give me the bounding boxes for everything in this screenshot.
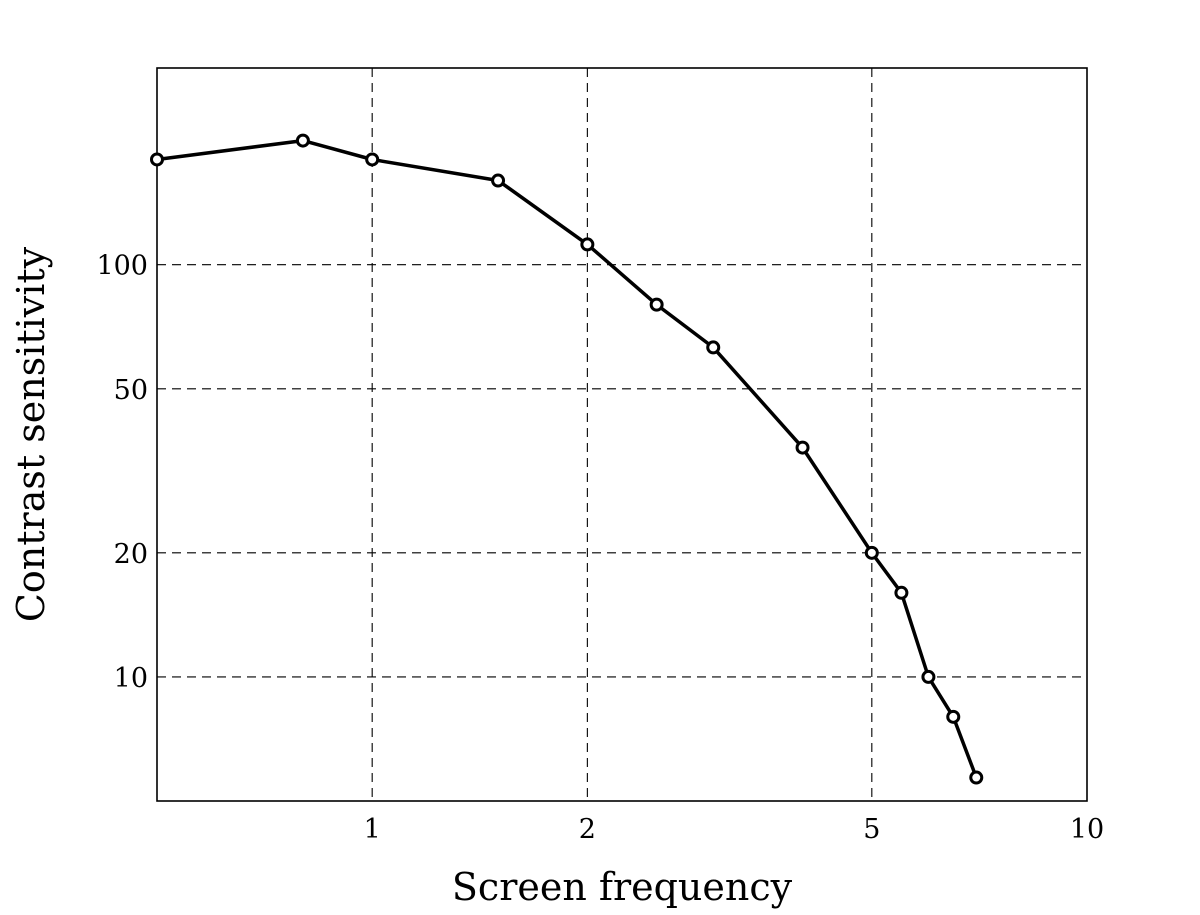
data-point (580, 237, 595, 252)
data-point (969, 770, 984, 785)
y-tick-label: 50 (114, 375, 148, 406)
data-point (491, 173, 506, 188)
data-point (894, 585, 909, 600)
x-tick-label: 2 (579, 814, 596, 845)
x-axis-label: Screen frequency (452, 865, 793, 909)
data-point (795, 440, 810, 455)
data-point (150, 152, 164, 167)
data-point (649, 297, 664, 312)
data-point (946, 709, 961, 724)
series-line (156, 138, 978, 779)
y-tick-label: 10 (114, 663, 148, 694)
plot-frame (156, 67, 1088, 802)
grid-lines (157, 68, 1087, 801)
x-tick-label: 1 (364, 814, 381, 845)
data-point (365, 152, 380, 167)
x-tick-labels: 1 2 5 10 (364, 814, 1105, 845)
x-tick-label: 5 (863, 814, 880, 845)
series-group (150, 133, 984, 785)
data-point (864, 545, 879, 560)
y-axis-label: Contrast sensitivity (9, 246, 53, 622)
y-tick-labels: 10 20 50 100 (96, 251, 148, 694)
data-point (921, 669, 936, 684)
x-tick-label: 10 (1070, 814, 1104, 845)
data-point (295, 133, 310, 148)
y-tick-label: 100 (96, 251, 148, 282)
y-tick-label: 20 (114, 539, 148, 570)
data-point (706, 340, 721, 355)
